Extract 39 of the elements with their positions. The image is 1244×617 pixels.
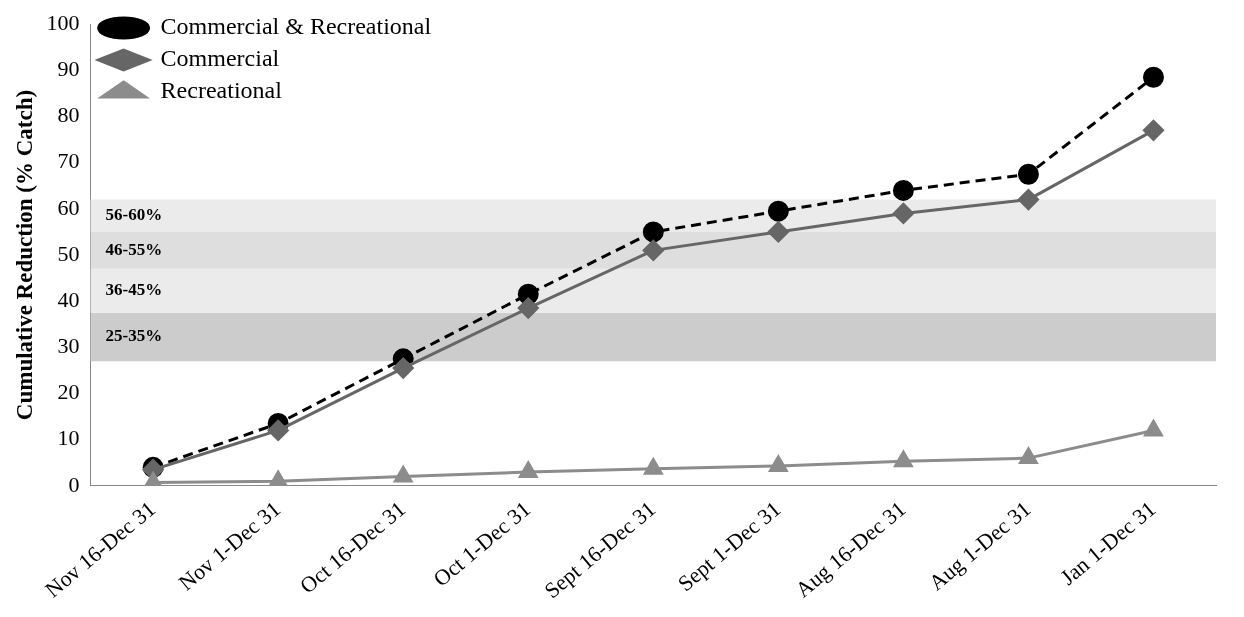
legend-label: Recreational <box>160 77 283 104</box>
y-tick-label: 40 <box>57 286 80 312</box>
point <box>1019 447 1038 465</box>
y-axis-title: Cumulative Reduction (% Catch) <box>11 89 37 421</box>
y-tick-label: 90 <box>57 56 80 82</box>
point <box>1142 119 1164 141</box>
y-tick-label: 0 <box>68 471 80 497</box>
band-label: 46-55% <box>105 239 163 259</box>
point <box>517 297 539 319</box>
y-tick-label: 70 <box>57 148 80 174</box>
point <box>1017 189 1039 211</box>
band-label: 25-35% <box>105 326 163 346</box>
point <box>767 200 789 222</box>
point <box>767 221 789 243</box>
point <box>642 221 664 243</box>
point <box>393 466 413 483</box>
point <box>642 239 664 261</box>
point <box>644 458 663 475</box>
point <box>1144 419 1163 437</box>
y-tick-label: 80 <box>57 102 80 128</box>
y-tick-label: 30 <box>57 333 80 359</box>
band-label: 56-60% <box>105 205 163 225</box>
band-label: 36-45% <box>105 280 163 300</box>
point <box>518 461 538 478</box>
legend-label: Commercial <box>160 45 280 72</box>
y-tick-label: 50 <box>57 240 80 266</box>
y-tick-label: 10 <box>57 425 80 451</box>
point <box>267 419 289 441</box>
legend-label: Commercial & Recreational <box>160 13 432 40</box>
y-tick-label: 60 <box>57 194 80 220</box>
point <box>892 179 914 201</box>
point <box>894 450 913 468</box>
y-tick-label: 100 <box>46 9 80 35</box>
point <box>1017 163 1039 185</box>
y-tick-label: 20 <box>57 379 80 405</box>
point <box>892 202 914 224</box>
point <box>1142 66 1164 88</box>
point <box>392 357 414 379</box>
point <box>769 455 788 472</box>
